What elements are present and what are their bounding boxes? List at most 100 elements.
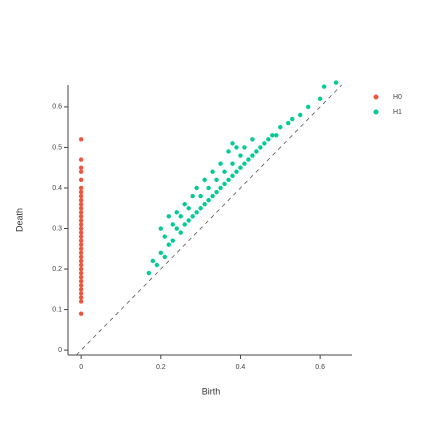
point: [174, 210, 179, 215]
point: [166, 242, 171, 247]
x-tick-label: 0.4: [236, 364, 246, 371]
point: [78, 222, 84, 227]
point: [162, 254, 167, 260]
point: [305, 104, 311, 110]
point: [78, 201, 84, 207]
point: [182, 222, 187, 227]
x-tick-label: 0: [79, 364, 83, 371]
point: [78, 266, 84, 272]
point: [78, 311, 84, 316]
point: [290, 116, 295, 122]
point: [194, 210, 199, 215]
x-axis-label: Birth: [202, 386, 221, 396]
point: [210, 193, 215, 199]
point: [78, 250, 84, 256]
point: [230, 141, 235, 146]
point: [78, 169, 84, 174]
point: [178, 214, 183, 219]
point: [78, 193, 84, 199]
point: [222, 181, 227, 187]
y-tick-label: 0.1: [52, 306, 62, 313]
point: [234, 145, 239, 150]
y-tick-label: 0.2: [52, 266, 62, 273]
legend-marker: [373, 94, 379, 100]
point: [78, 291, 84, 296]
point: [170, 222, 175, 227]
point: [78, 238, 84, 243]
y-axis-label: Death: [14, 208, 24, 232]
point: [78, 246, 84, 251]
point: [178, 230, 183, 235]
point: [190, 214, 195, 219]
point: [78, 197, 84, 203]
point: [158, 226, 164, 231]
point: [270, 133, 275, 138]
point: [250, 153, 255, 158]
point: [162, 234, 167, 239]
point: [78, 185, 84, 191]
point: [78, 230, 84, 235]
point: [238, 153, 243, 158]
point: [202, 201, 207, 207]
point: [78, 274, 84, 280]
point: [78, 206, 84, 211]
point: [198, 206, 203, 211]
point: [182, 201, 187, 207]
legend-label: H1: [393, 109, 402, 116]
point: [78, 210, 84, 215]
point: [78, 299, 84, 304]
point: [78, 258, 84, 264]
point: [78, 189, 84, 195]
point: [190, 193, 195, 199]
point: [333, 80, 339, 85]
point: [194, 185, 199, 191]
point: [242, 161, 247, 166]
point: [242, 145, 247, 150]
point: [286, 120, 291, 126]
point: [78, 279, 84, 284]
point: [78, 287, 84, 292]
point: [78, 177, 84, 183]
point: [321, 84, 327, 89]
point: [238, 165, 243, 170]
point: [234, 169, 239, 174]
legend-label: H0: [393, 94, 402, 101]
point: [170, 238, 175, 243]
point: [218, 185, 223, 191]
diagonal: [76, 84, 342, 356]
point: [78, 262, 84, 268]
point: [254, 149, 259, 154]
x-tick-label: 0.6: [315, 364, 325, 371]
point: [150, 258, 156, 264]
point: [210, 169, 215, 174]
point: [214, 177, 219, 183]
point: [158, 250, 164, 256]
point: [206, 185, 211, 191]
point: [246, 157, 251, 162]
point: [258, 145, 263, 150]
point: [78, 137, 84, 142]
point: [78, 283, 84, 288]
point: [230, 161, 235, 166]
point: [186, 206, 191, 211]
point: [78, 270, 84, 276]
point: [214, 189, 219, 195]
point: [78, 214, 84, 219]
point: [202, 177, 207, 183]
point: [206, 197, 211, 203]
point: [78, 254, 84, 260]
y-tick-label: 0: [58, 347, 62, 354]
point: [266, 137, 271, 142]
y-tick-label: 0.5: [52, 144, 62, 151]
point: [78, 226, 84, 231]
legend-marker: [373, 109, 379, 115]
point: [226, 149, 231, 154]
y-tick-label: 0.3: [52, 225, 62, 232]
point: [78, 157, 84, 162]
point: [230, 173, 235, 179]
point: [78, 234, 84, 239]
point: [186, 218, 191, 223]
point: [218, 161, 223, 166]
point: [250, 137, 255, 142]
point: [222, 169, 227, 174]
